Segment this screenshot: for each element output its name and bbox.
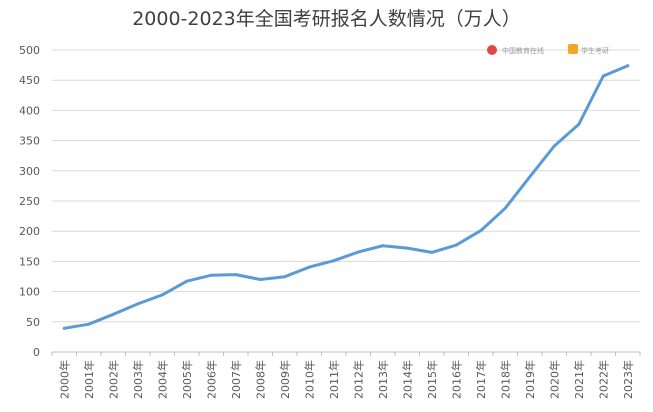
x-tick-label: 2007年 [229, 360, 243, 399]
y-tick-label: 300 [19, 165, 40, 178]
data-point [430, 250, 434, 254]
y-axis-ticks: 0 50 100 150 200 250 300 350 400 450 500 [19, 44, 40, 359]
y-tick-label: 50 [26, 316, 40, 329]
data-point [528, 175, 532, 179]
watermark-text-1: 中国教育在线 [502, 46, 544, 55]
data-point [405, 246, 409, 250]
x-tick-label: 2004年 [155, 360, 169, 399]
x-tick-label: 2003年 [131, 360, 145, 399]
data-point [209, 273, 213, 277]
y-tick-label: 100 [19, 286, 40, 299]
grid-lines [52, 49, 640, 353]
data-point [307, 265, 311, 269]
data-point [601, 74, 605, 78]
x-tick-label: 2006年 [204, 360, 218, 399]
x-tick-label: 2015年 [425, 360, 439, 399]
y-tick-label: 500 [19, 44, 40, 57]
x-tick-label: 2021年 [572, 360, 586, 399]
red-circle-logo-icon [487, 45, 497, 55]
y-tick-label: 450 [19, 74, 40, 87]
x-tick-label: 2008年 [253, 360, 267, 399]
series-group [62, 64, 630, 330]
data-point [283, 275, 287, 279]
x-tick-label: 2001年 [82, 360, 96, 399]
x-tick-label: 2009年 [278, 360, 292, 399]
x-tick-label: 2017年 [474, 360, 488, 399]
x-tick-label: 2014年 [400, 360, 414, 399]
data-point [479, 229, 483, 233]
x-tick-label: 2010年 [302, 360, 316, 399]
data-point [258, 278, 262, 282]
watermark-text-2: 学生考研 [581, 46, 609, 55]
y-tick-label: 200 [19, 225, 40, 238]
x-tick-label: 2002年 [106, 360, 120, 399]
data-point [626, 64, 630, 68]
x-tick-label: 2000年 [57, 360, 71, 399]
x-tick-label: 2020年 [547, 360, 561, 399]
data-point [234, 273, 238, 277]
watermark-logos: 中国教育在线 学生考研 [487, 44, 609, 55]
data-point [111, 312, 115, 316]
x-tick-label: 2011年 [327, 360, 341, 399]
data-point [62, 326, 66, 330]
data-point [185, 279, 189, 283]
x-tick-label: 2023年 [621, 360, 635, 399]
y-tick-label: 250 [19, 195, 40, 208]
y-tick-label: 150 [19, 255, 40, 268]
x-tick-label: 2016年 [449, 360, 463, 399]
data-point [381, 244, 385, 248]
data-point [454, 243, 458, 247]
data-point [503, 206, 507, 210]
x-axis-ticks: 2000年 2001年 2002年 2003年 2004年 2005年 2006年 2007年… [51, 352, 641, 399]
data-point [356, 250, 360, 254]
x-tick-label: 2018年 [498, 360, 512, 399]
x-tick-label: 2012年 [351, 360, 365, 399]
x-tick-label: 2022年 [596, 360, 610, 399]
y-tick-label: 400 [19, 104, 40, 117]
orange-square-logo-icon [568, 44, 578, 54]
data-point [160, 293, 164, 297]
series-line-0 [62, 64, 630, 330]
data-point [136, 302, 140, 306]
x-tick-label: 2005年 [180, 360, 194, 399]
x-tick-label: 2013年 [376, 360, 390, 399]
y-tick-label: 350 [19, 135, 40, 148]
data-point [552, 144, 556, 148]
chart-title: 2000-2023年全国考研报名人数情况（万人） [132, 8, 521, 30]
data-point [577, 122, 581, 126]
data-point [87, 322, 91, 326]
x-tick-label: 2019年 [523, 360, 537, 399]
y-tick-label: 0 [33, 346, 40, 359]
data-point [332, 259, 336, 263]
